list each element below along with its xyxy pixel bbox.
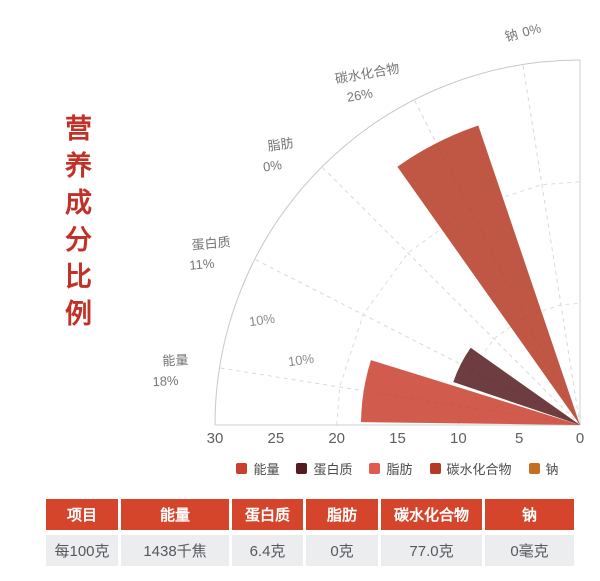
- category-name: 蛋白质: [190, 234, 232, 253]
- category-label-protein: 蛋白质 11%: [189, 232, 233, 276]
- radial-tick-label: 30: [206, 430, 224, 447]
- rose-sectors: [361, 125, 580, 425]
- table-header-cell: 脂肪: [306, 499, 378, 530]
- legend-item-energy[interactable]: 能量: [236, 459, 279, 478]
- radial-tick-label: 20: [328, 430, 345, 447]
- legend-swatch-carbohydrate: [429, 463, 441, 474]
- category-percent: 0%: [520, 20, 543, 40]
- table-header-cell: 蛋白质: [232, 499, 303, 530]
- outer-arc: [214, 59, 581, 426]
- radial-tick-label: 15: [389, 430, 406, 447]
- radial-tick-label: 5: [514, 430, 524, 447]
- legend-item-protein[interactable]: 蛋白质: [296, 459, 352, 478]
- table-data-cell: 77.0克: [381, 535, 482, 566]
- legend-swatch-protein: [296, 463, 308, 474]
- grid-spoke: [254, 258, 581, 426]
- legend-label: 碳水化合物: [446, 462, 512, 477]
- category-name: 能量: [162, 352, 189, 369]
- radial-tick-label: 25: [267, 430, 285, 447]
- radial-tick-label: 10: [449, 430, 467, 447]
- legend-item-fat[interactable]: 脂肪: [369, 459, 413, 478]
- legend-label: 蛋白质: [313, 462, 353, 477]
- page-title: 营养成分比例: [61, 114, 91, 336]
- sector-carbohydrate: [397, 125, 580, 425]
- category-percent: 11%: [188, 255, 215, 273]
- legend-item-sodium[interactable]: 钠: [528, 459, 559, 478]
- table-data-cell: 每100克: [46, 535, 118, 566]
- category-label-energy: 能量 18%: [152, 350, 190, 392]
- legend-item-carbohydrate[interactable]: 碳水化合物: [429, 459, 512, 478]
- category-percent: 18%: [152, 372, 179, 390]
- legend-swatch-sodium: [528, 463, 540, 474]
- legend-label: 能量: [253, 462, 280, 477]
- legend-swatch-fat: [369, 463, 381, 474]
- grid-spoke: [321, 166, 581, 426]
- legend-label: 脂肪: [386, 462, 413, 477]
- table-header-cell: 项目: [46, 499, 118, 530]
- table-header-cell: 能量: [121, 499, 229, 530]
- nutrition-table: 项目 能量 蛋白质 脂肪 碳水化合物钠每100克 1438千焦 6.4克 0克 77.0克 0毫克: [46, 499, 574, 566]
- table-data-cell: 6.4克: [232, 535, 303, 566]
- category-name: 脂肪: [266, 135, 295, 154]
- chart-legend: 能量 蛋白质 脂肪 碳水化合物 钠: [205, 459, 590, 478]
- category-label-fat: 脂肪 0%: [262, 133, 297, 177]
- category-name: 钠: [503, 26, 520, 45]
- radial-tick-label: 0: [575, 430, 585, 447]
- sector-energy: [361, 360, 580, 425]
- grid-spoke: [219, 367, 581, 426]
- category-percent: 0%: [262, 157, 283, 175]
- legend-swatch-energy: [236, 463, 248, 474]
- legend-label: 钠: [545, 462, 559, 477]
- grid-spoke: [522, 64, 581, 426]
- table-data-cell: 0毫克: [485, 535, 574, 566]
- table-header-cell: 碳水化合物: [381, 499, 482, 530]
- sector-protein: [453, 347, 580, 425]
- table-data-cell: 1438千焦: [121, 535, 229, 566]
- table-data-cell: 0克: [306, 535, 378, 566]
- table-header-cell: 钠: [485, 499, 574, 530]
- polar-rose-chart: [214, 59, 581, 426]
